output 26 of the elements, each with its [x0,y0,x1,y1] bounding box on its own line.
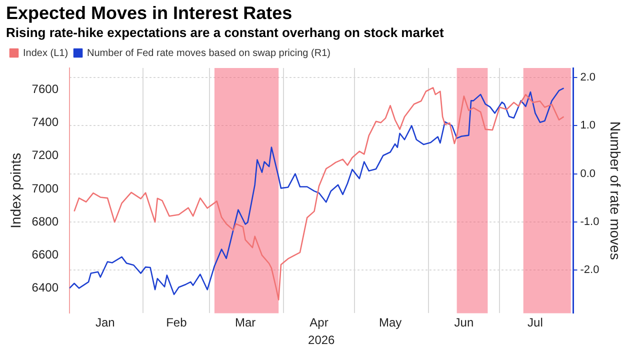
x-tick-label: Apr [310,316,328,330]
y2-tick-label: -2.0 [580,264,600,276]
y-tick-label: 6400 [32,280,59,295]
x-tick-label: Jul [528,316,543,330]
x-tick-label: Feb [166,316,188,330]
legend-label: Number of Fed rate moves based on swap pricing (R1) [87,48,330,59]
y2-axis-title: Number of rate moves [608,121,624,260]
x-tick-label: May [378,316,402,330]
y-tick-label: 6600 [32,248,59,262]
x-axis-title: 2026 [308,333,336,348]
y2-tick-label: 2.0 [580,72,596,84]
y-axis-title: Index points [7,152,24,228]
y-tick-label: 7400 [32,114,59,129]
x-tick-label: Jan [95,316,115,330]
y-tick-label: 7600 [32,82,59,96]
legend-label: Index (L1) [23,48,68,59]
y-tick-label: 7200 [32,148,59,162]
chart-title: Expected Moves in Interest Rates [5,2,294,24]
x-tick-label: Jun [454,316,474,330]
y-tick-label: 6800 [32,214,59,228]
y2-tick-label: -1.0 [580,216,600,228]
x-tick-label: Mar [234,316,256,330]
y2-tick-label: 0.0 [580,168,596,180]
y2-tick-label: 1.0 [580,120,596,132]
chart-subtitle: Rising rate-hike expectations are a constant overhang on stock market [5,24,445,42]
y-tick-label: 7000 [32,181,59,196]
